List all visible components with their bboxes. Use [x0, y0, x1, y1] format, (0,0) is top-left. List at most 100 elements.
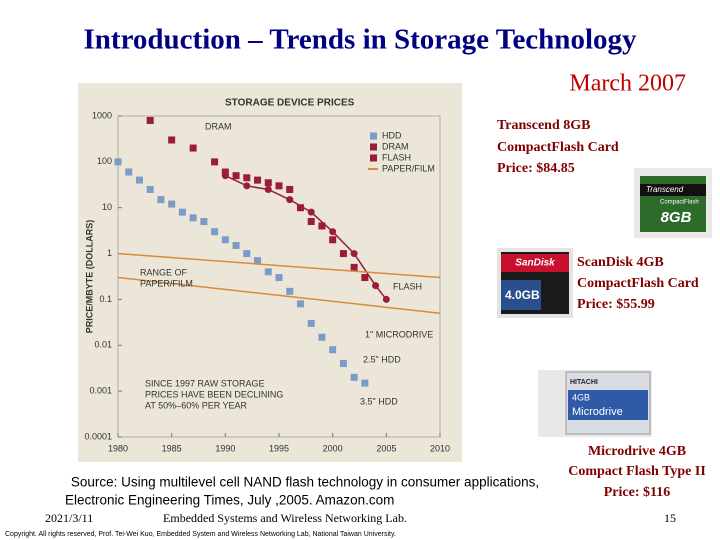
legend-label: FLASH	[382, 152, 411, 162]
copyright: Copyright. All rights reserved, Prof. Te…	[5, 531, 396, 538]
footer-lab: Embedded Systems and Wireless Networking…	[163, 511, 407, 525]
point	[275, 182, 283, 190]
point	[243, 174, 251, 182]
annotation: SINCE 1997 RAW STORAGE	[145, 378, 265, 388]
legend-label: HDD	[382, 130, 402, 140]
slide-date: March 2007	[569, 71, 686, 97]
card-text: 8GB	[661, 209, 692, 226]
y-tick-label: 10	[102, 202, 112, 212]
annotation: FLASH	[393, 281, 422, 291]
x-tick-label: 1985	[162, 443, 182, 453]
annotation: AT 50%–60% PER YEAR	[145, 400, 248, 410]
point	[243, 250, 251, 258]
card-text: Microdrive	[572, 406, 623, 418]
point	[286, 196, 294, 204]
product-2: ScanDisk 4GB CompactFlash Card Price: $5…	[577, 255, 699, 312]
legend-swatch	[370, 132, 377, 140]
card-text: 4.0GB	[505, 288, 540, 302]
point	[307, 218, 315, 226]
legend-label: DRAM	[382, 141, 409, 151]
card-text: 4GB	[572, 392, 590, 402]
point	[146, 116, 154, 124]
source-text: Source: Using multilevel cell NAND flash…	[71, 475, 539, 490]
point	[329, 228, 337, 236]
point	[200, 218, 208, 226]
point	[286, 287, 294, 295]
annotation: 3.5" HDD	[360, 396, 398, 406]
product-text: Price: $84.85	[497, 161, 575, 176]
point	[125, 168, 133, 176]
x-tick-label: 2000	[323, 443, 343, 453]
point	[221, 168, 229, 176]
point	[221, 172, 229, 180]
footer-date: 2021/3/11	[45, 511, 93, 525]
point	[146, 185, 154, 193]
series-line	[117, 276, 441, 314]
x-tick-label: 1980	[108, 443, 128, 453]
y-tick-label: 100	[97, 156, 112, 166]
annotation: RANGE OF	[140, 267, 188, 277]
page-number: 15	[664, 511, 676, 525]
point	[157, 196, 165, 204]
point	[286, 185, 294, 193]
source-text: Electronic Engineering Times, July ,2005…	[65, 493, 394, 508]
x-tick-label: 1995	[269, 443, 289, 453]
point	[254, 176, 262, 184]
point	[350, 250, 358, 258]
card-band	[501, 254, 569, 272]
y-tick-label: 0.1	[99, 294, 112, 304]
point	[264, 179, 272, 187]
point	[254, 257, 262, 265]
product-text: CompactFlash Card	[497, 140, 619, 155]
point	[296, 204, 304, 212]
legend-swatch	[370, 154, 377, 162]
product-text: Price: $55.99	[577, 297, 655, 312]
product-card-2: SanDisk 4.0GB	[497, 248, 573, 318]
point	[189, 144, 197, 152]
annotation: PAPER/FILM	[140, 278, 193, 288]
point	[221, 236, 229, 244]
card-panel	[501, 280, 541, 310]
legend-label: PAPER/FILM	[382, 163, 435, 173]
card-band	[640, 184, 706, 196]
y-tick-label: 0.001	[89, 386, 112, 396]
point	[329, 236, 337, 244]
point	[211, 158, 219, 166]
annotation: DRAM	[205, 121, 232, 131]
product-text: CompactFlash Card	[577, 276, 699, 291]
point	[372, 282, 380, 290]
point	[135, 176, 143, 184]
legend-swatch	[370, 143, 377, 151]
y-axis-label: PRICE/MBYTE (DOLLARS)	[84, 220, 94, 334]
point	[307, 319, 315, 327]
point	[211, 228, 219, 236]
product-text: Microdrive 4GB	[588, 444, 686, 459]
y-tick-label: 1	[107, 248, 112, 258]
point	[361, 379, 369, 387]
point	[329, 346, 337, 354]
y-tick-label: 1000	[92, 110, 112, 120]
card-text: SanDisk	[515, 258, 555, 269]
point	[307, 208, 315, 216]
point	[339, 360, 347, 368]
product-card-3: HITACHI 4GB Microdrive	[538, 370, 652, 437]
point	[264, 268, 272, 276]
x-tick-label: 2010	[430, 443, 450, 453]
point	[339, 250, 347, 258]
x-tick-label: 1990	[215, 443, 235, 453]
y-tick-label: 0.01	[94, 340, 112, 350]
point	[350, 263, 358, 271]
point	[243, 182, 251, 190]
product-text: Price: $116	[604, 485, 670, 500]
product-1: Transcend 8GB CompactFlash Card Price: $…	[497, 118, 619, 176]
card-text: CompactFlash	[660, 200, 699, 206]
point	[318, 333, 326, 341]
slide-title: Introduction – Trends in Storage Technol…	[84, 24, 637, 56]
y-tick-label: 0.0001	[84, 431, 112, 441]
product-text: Transcend 8GB	[497, 118, 590, 133]
product-card-1: Transcend CompactFlash 8GB	[634, 168, 712, 238]
series-line	[117, 252, 441, 279]
point	[168, 200, 176, 208]
point	[114, 158, 122, 166]
point	[296, 300, 304, 308]
